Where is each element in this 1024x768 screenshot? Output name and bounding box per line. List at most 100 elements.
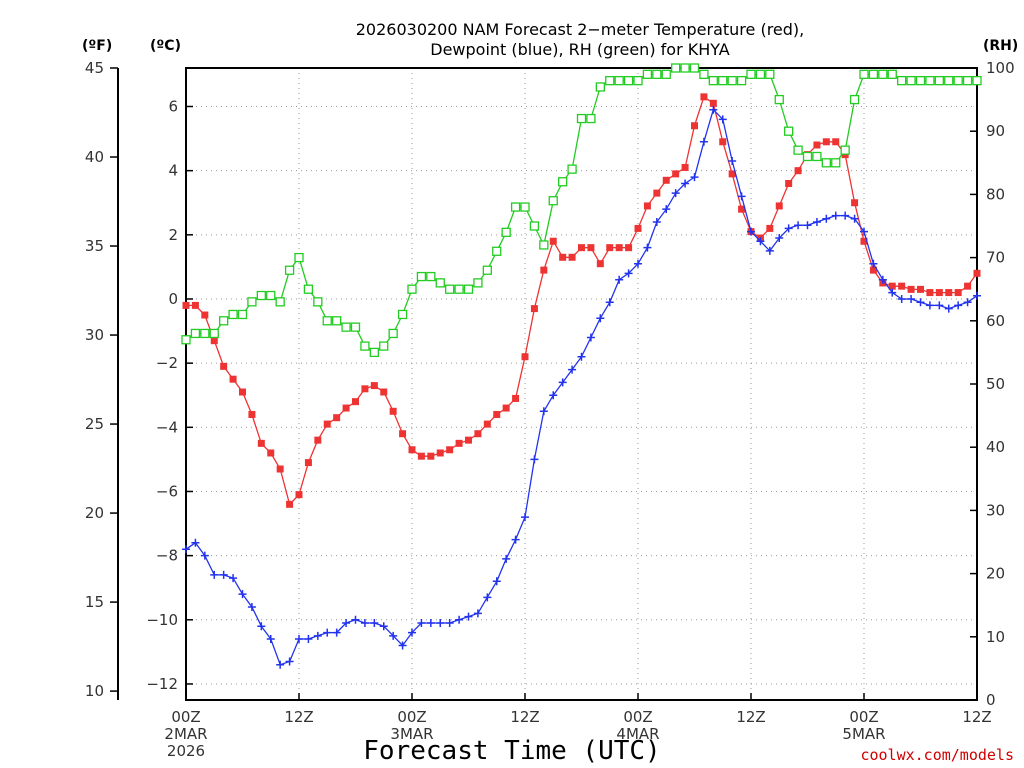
- temperature-point: [672, 170, 680, 178]
- temperature-point: [389, 407, 397, 415]
- temperature-point: [700, 93, 708, 101]
- temperature-point: [229, 375, 237, 383]
- rh-point: [586, 113, 596, 124]
- rh-point: [718, 75, 728, 86]
- dewpoint-point: [907, 294, 916, 303]
- x-axis-title: Forecast Time (UTC): [363, 736, 660, 766]
- rh-point: [661, 69, 671, 79]
- rh-point: [426, 271, 436, 282]
- dewpoint-point: [436, 619, 445, 628]
- rh-point: [925, 75, 935, 86]
- temperature-point: [304, 459, 312, 467]
- dewpoint-point: [210, 570, 219, 579]
- x-tick-label: 00Z: [171, 708, 200, 726]
- temperature-point: [276, 465, 284, 473]
- celsius-tick-label: −4: [156, 418, 178, 436]
- temperature-point: [521, 353, 529, 361]
- dewpoint-point: [671, 189, 680, 198]
- celsius-tick-label: 2: [168, 226, 178, 244]
- dewpoint-point: [342, 619, 351, 628]
- temperature-point: [399, 430, 407, 438]
- rh-point: [350, 322, 361, 332]
- dewpoint-point: [925, 301, 934, 310]
- dewpoint-point: [445, 619, 454, 628]
- temperature-point: [643, 202, 651, 210]
- fahrenheit-tick-label: 15: [85, 593, 104, 611]
- rh-point: [878, 69, 888, 79]
- fahrenheit-tick-label: 40: [85, 148, 104, 166]
- celsius-tick-label: 6: [168, 97, 178, 115]
- fahrenheit-tick-label: 30: [85, 326, 104, 344]
- rh-point: [897, 75, 907, 86]
- dewpoint-point: [464, 612, 473, 621]
- dewpoint-point: [822, 214, 831, 223]
- rh-point: [576, 113, 587, 124]
- rh-line: [185, 67, 977, 354]
- rh-point: [190, 328, 201, 339]
- temperature-line: [186, 95, 978, 506]
- temperature-point: [634, 224, 642, 232]
- temperature-point: [954, 289, 962, 297]
- dewpoint-point: [615, 275, 624, 284]
- rh-point: [209, 328, 219, 339]
- temperature-point: [342, 404, 350, 412]
- rh-point: [416, 271, 427, 282]
- rh-point: [821, 158, 831, 168]
- temperature-point: [662, 176, 670, 184]
- temperature-point: [370, 382, 378, 390]
- rh-point: [567, 164, 577, 174]
- rh-point: [360, 341, 370, 351]
- dewpoint-point: [596, 314, 605, 323]
- temperature-point: [709, 99, 717, 107]
- rh-point: [887, 69, 897, 79]
- rh-point: [558, 177, 568, 187]
- rh-point: [755, 69, 766, 79]
- temperature-point: [945, 289, 953, 297]
- dewpoint-point: [850, 214, 859, 223]
- temperature-point: [869, 266, 877, 274]
- x-tick-label: 00Z: [849, 708, 878, 726]
- dewpoint-point: [238, 590, 247, 599]
- dewpoint-point: [351, 615, 360, 624]
- temperature-point: [417, 452, 425, 460]
- celsius-unit-label: (ºC): [150, 38, 181, 54]
- celsius-tick-label: −10: [146, 611, 178, 629]
- temperature-point: [568, 253, 576, 261]
- dewpoint-point: [756, 237, 765, 246]
- dewpoint-point: [521, 513, 529, 522]
- rh-point: [746, 69, 756, 79]
- temperature-point: [794, 167, 802, 175]
- temperature-point: [785, 179, 793, 187]
- rh-point: [407, 284, 417, 294]
- rh-point: [972, 75, 982, 86]
- rh-point: [699, 69, 709, 79]
- dewpoint-point: [605, 298, 614, 307]
- dewpoint-point: [888, 288, 897, 297]
- rh-point: [548, 196, 558, 206]
- rh-point: [237, 309, 248, 320]
- dewpoint-point: [690, 173, 699, 182]
- dewpoint-point: [586, 333, 595, 342]
- dewpoint-point: [812, 217, 821, 226]
- temperature-point: [191, 301, 199, 309]
- rh-point: [313, 297, 323, 307]
- rh-point: [962, 75, 973, 86]
- rh-point: [247, 297, 257, 307]
- chart-title-line-1: 2026030200 NAM Forecast 2−meter Temperat…: [356, 20, 805, 39]
- celsius-tick-label: 0: [168, 290, 178, 308]
- rh-point: [219, 316, 229, 326]
- x-tick-label: 12Z: [284, 708, 313, 726]
- dewpoint-point: [869, 259, 878, 268]
- dewpoint-point: [662, 205, 671, 214]
- temperature-point: [596, 260, 604, 268]
- celsius-tick-label: −8: [156, 547, 178, 565]
- celsius-tick-label: −6: [156, 482, 178, 500]
- rh-point: [397, 309, 408, 320]
- dewpoint-point: [718, 115, 727, 124]
- dewpoint-point: [775, 234, 784, 243]
- x-tick-label: 5MAR: [842, 725, 885, 743]
- temperature-point: [436, 449, 444, 457]
- dewpoint-point: [389, 631, 398, 640]
